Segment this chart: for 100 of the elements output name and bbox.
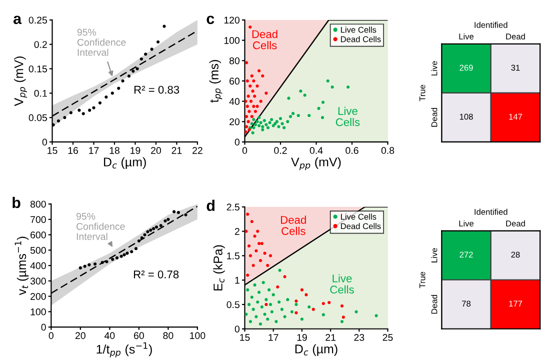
x-tick-label: 80 [163,332,174,340]
data-label: 108 [460,114,473,120]
point [299,90,302,93]
point [256,300,260,304]
point [326,79,330,82]
y-tick-label: 0.25 [28,16,47,24]
point [294,300,298,303]
point [137,239,140,242]
chart-title: d [206,200,214,212]
point [261,125,264,128]
point [244,230,248,233]
y-tick-label: 2 [234,228,240,235]
point [282,126,286,130]
y-tick-label: 40 [229,98,240,105]
chart-title: c [206,16,214,24]
y-tick-label: Live [431,248,438,262]
point [244,114,248,118]
point [248,110,251,113]
y-tick-label: 500 [30,246,46,254]
y-axis-title: v$_{t}$ (µms$^{−1}$) [14,236,29,296]
point [257,124,261,128]
point [140,57,143,61]
point [258,322,262,326]
point [264,92,268,95]
point [308,305,311,308]
point [164,219,167,222]
point [248,320,252,324]
x-tick-label: 17 [268,334,278,341]
point [280,308,284,311]
point [244,100,248,103]
point [290,310,294,314]
legend-label: Dead Cells [341,36,381,42]
point [250,220,254,224]
point [294,302,298,306]
data-label: 147 [509,114,522,120]
y-tick-label: 0 [42,138,48,146]
y-tick-label: 600 [30,232,46,238]
point [250,296,254,299]
annotation: Live Cells [336,106,360,126]
point [162,24,166,28]
legend-label: Dead Cells [341,223,381,230]
point [166,218,170,221]
point [256,84,259,88]
x-tick-label: 18 [110,147,120,154]
point [254,315,258,318]
point [340,320,344,324]
point [256,120,259,124]
y-tick-label: 100 [30,308,46,316]
point [111,258,114,261]
point [266,264,270,268]
point [286,120,290,124]
y-tick-label: 0.5 [226,301,240,308]
point [254,123,258,126]
x-tick-label: 16 [68,147,78,154]
point [259,121,262,124]
point [342,316,345,319]
point [254,249,258,252]
x-tick-label: 40 [104,332,115,340]
point [78,266,82,270]
x-tick-label: 0.4 [310,147,323,154]
point [272,293,275,296]
y-axis-title: True [419,272,426,288]
point [117,86,120,90]
point [120,254,123,258]
x-tick-label: 100 [190,332,206,340]
y-tick-label: Live [431,61,438,76]
point [257,290,261,294]
point [100,260,104,264]
annotation: R² = 0.83 [134,86,180,94]
point [288,114,292,118]
x-axis-title: 1/t$_{pp}$ (s$^{−1}$) [96,342,152,358]
data-label: 177 [509,300,522,307]
x-tick-label: 0.6 [346,147,358,154]
annotation: 95% Confidence Interval [77,28,126,56]
data-label: 272 [460,252,473,258]
point [263,312,266,316]
point [126,252,129,255]
point [249,100,253,103]
point [257,242,261,246]
point [110,92,114,95]
point [150,48,154,51]
point [88,263,91,266]
point [277,125,280,128]
point [328,300,331,304]
point [248,254,252,258]
annotation: Live Cells [330,274,354,294]
point [264,123,268,126]
point [246,120,250,124]
point [268,254,272,258]
y-tick-label: 200 [30,293,46,300]
point [82,112,85,116]
point [104,95,108,99]
point [291,112,295,116]
point [274,320,278,324]
x-tick-label: 17 [89,147,99,154]
x-tick-label: 22 [192,147,202,154]
point [252,118,256,122]
y-tick-label: 20 [230,118,240,126]
point [374,314,378,318]
point [105,260,108,264]
